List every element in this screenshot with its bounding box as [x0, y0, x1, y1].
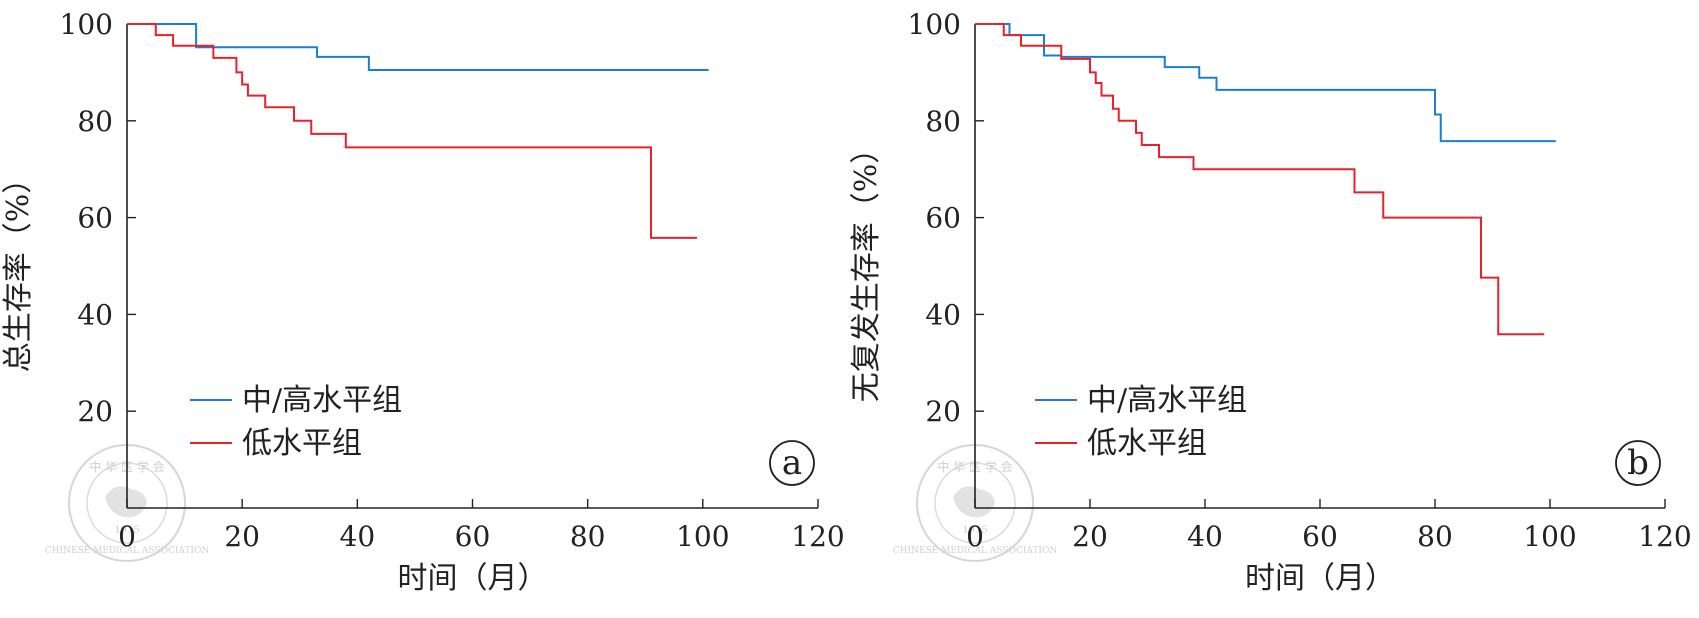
- x-tick-label: 0: [966, 520, 984, 553]
- y-tick-label: 40: [925, 298, 961, 331]
- watermark-map-icon: [105, 486, 147, 518]
- y-axis-title: 总生存率（%）: [1, 164, 36, 373]
- y-tick-label: 20: [925, 395, 961, 428]
- x-tick-label: 40: [1187, 520, 1223, 553]
- km-curve-series-0: [975, 23, 1556, 143]
- panel-label: a: [782, 443, 802, 483]
- panel-badge-circle: [1615, 440, 1661, 486]
- x-tick-label: 80: [570, 520, 606, 553]
- x-tick-label: 100: [1523, 520, 1576, 553]
- watermark-map-icon: [953, 486, 995, 518]
- y-tick-label: 60: [925, 202, 961, 235]
- legend-label-1: 低水平组: [1087, 426, 1207, 461]
- watermark-bottom-text: CHINESE MEDICAL ASSOCIATION: [45, 546, 210, 556]
- legend-label-1: 低水平组: [242, 426, 362, 461]
- y-tick-label: 100: [908, 8, 961, 41]
- x-axis-title: 时间（月）: [398, 561, 548, 596]
- panel-label: b: [1627, 443, 1649, 483]
- x-tick-label: 120: [1638, 520, 1691, 553]
- x-tick-label: 60: [1302, 520, 1338, 553]
- x-tick-label: 40: [340, 520, 376, 553]
- x-tick-label: 20: [1072, 520, 1108, 553]
- y-tick-label: 80: [77, 105, 113, 138]
- y-tick-label: 40: [77, 298, 113, 331]
- km-curve-series-1: [975, 23, 1545, 336]
- watermark-bottom-text: CHINESE MEDICAL ASSOCIATION: [893, 546, 1058, 556]
- x-tick-label: 100: [676, 520, 729, 553]
- y-tick-label: 100: [60, 8, 113, 41]
- km-curve-series-0: [127, 23, 709, 71]
- y-tick-label: 60: [77, 202, 113, 235]
- x-tick-label: 0: [118, 520, 136, 553]
- x-tick-label: 60: [455, 520, 491, 553]
- x-tick-label: 80: [1417, 520, 1453, 553]
- panel-badge-circle: [769, 440, 815, 486]
- y-axis-title: 无复发生存率（%）: [849, 134, 884, 403]
- watermark-year: 1915: [114, 525, 139, 536]
- x-axis-title: 时间（月）: [1245, 561, 1395, 596]
- x-tick-label: 120: [791, 520, 844, 553]
- y-tick-label: 80: [925, 105, 961, 138]
- x-tick-label: 20: [224, 520, 260, 553]
- legend-label-0: 中/高水平组: [1087, 383, 1247, 418]
- watermark-year: 1915: [962, 525, 987, 536]
- km-curve-series-1: [127, 23, 698, 239]
- legend-label-0: 中/高水平组: [242, 383, 402, 418]
- y-tick-label: 20: [77, 395, 113, 428]
